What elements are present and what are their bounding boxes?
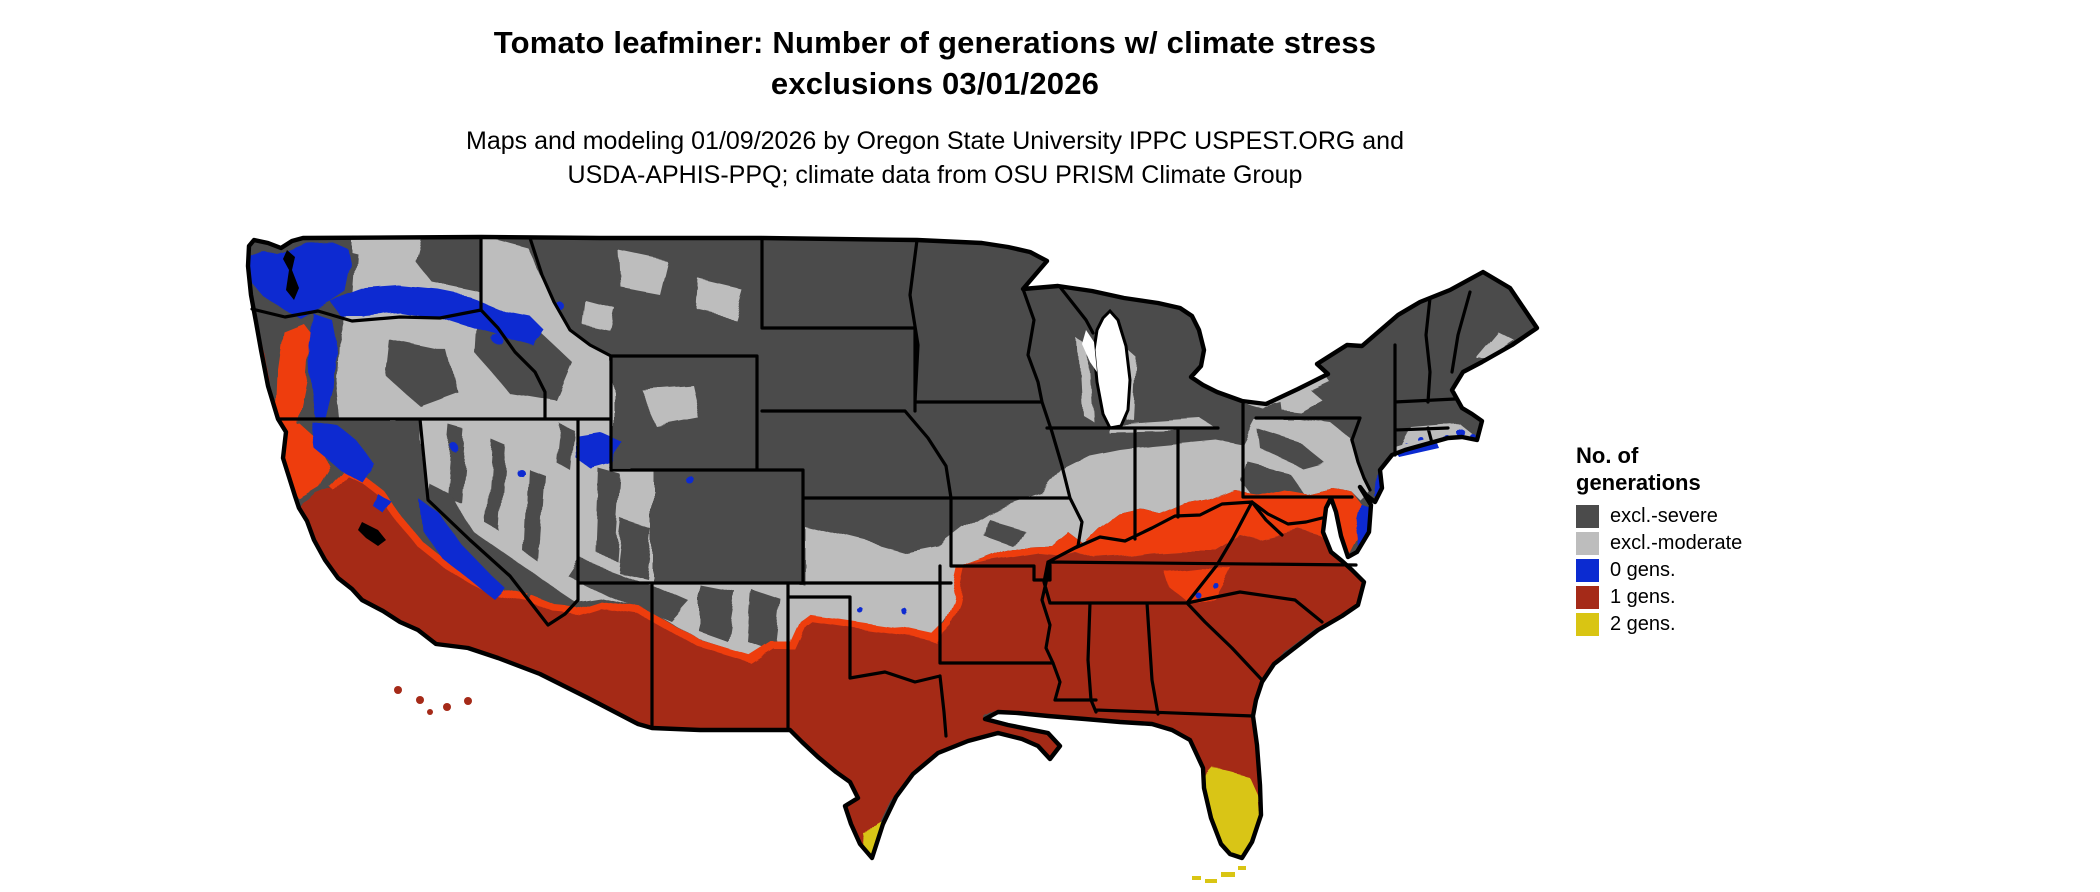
region-0gen-speck [516,468,524,476]
region-moderate-main-band [336,237,1370,656]
legend-swatch-excl-severe [1576,505,1599,528]
legend-swatch-0-gens [1576,559,1599,582]
water-and-islands [283,250,1440,883]
legend-swatch-2-gens [1576,613,1599,636]
region-0gen-nca [312,422,372,480]
region-1gen-main [299,468,1364,858]
region-transition-east-band [963,486,1362,568]
region-overlays-rough [250,237,1516,858]
region-severe-patch [386,340,458,406]
region-severe-patch [568,558,690,622]
region-transition-sw-ring [531,568,967,663]
map-subtitle-line1: Maps and modeling 01/09/2026 by Oregon S… [466,127,1404,155]
region-0gen-speck [902,609,908,615]
florida-keys [1192,866,1246,883]
key-island [1192,876,1201,880]
island [464,697,472,705]
map-subtitle-line2: USDA-APHIS-PPQ; climate data from OSU PR… [567,161,1303,189]
legend-swatch-1-gens [1576,586,1599,609]
region-severe-patch [597,470,622,560]
legend-label-excl-severe: excl.-severe [1610,505,1718,527]
legend-label-1-gens: 1 gens. [1610,586,1676,608]
legend-label-2-gens: 2 gens. [1610,613,1676,635]
region-moderate-patch [698,280,742,318]
regions-transition-band [274,322,1362,663]
region-severe-patch [556,424,574,470]
region-0gen-speck [1213,583,1219,589]
island [416,696,424,704]
region-0gen-speck [495,337,505,347]
region-0gen-nca2 [372,492,392,514]
map-title-line1: Tomato leafminer: Number of generations … [493,25,1377,60]
region-severe-patch [446,428,466,502]
region-0gen-speck [451,444,459,452]
state-borders [245,234,1540,861]
legend-title-line2: generations [1576,470,1701,495]
region-severe-patch [984,518,1022,546]
long-island-south-shore [1396,443,1439,457]
region-severe-patch [1258,430,1322,466]
coastline [245,234,1540,861]
legend-title-line1: No. of [1576,443,1639,468]
green-bay [1082,330,1097,372]
state-border-lines [250,235,1472,738]
legend-item-2-gens: 2 gens. [1576,613,1742,636]
key-island [1221,872,1235,877]
region-moderate-patch [620,252,668,295]
region-moderate-patch [582,300,615,330]
region-severe-patch [700,585,736,642]
legend-title: No. of generations [1576,442,1742,496]
legend-swatch-excl-moderate [1576,532,1599,555]
region-severe-patch [748,590,782,652]
region-0gen-sierra [420,500,506,600]
region-severe-patch [616,520,652,577]
region-0gen-delmarva-shore [1356,505,1371,549]
island [443,703,451,711]
channel-islands [394,686,472,715]
region-moderate-patch [1078,340,1092,420]
region-severe-patch [414,237,481,292]
map-subtitle: Maps and modeling 01/09/2026 by Oregon S… [0,124,1870,192]
region-0gen-or-cascades [308,312,336,419]
puget-sound [283,250,299,300]
region-moderate-patch [640,384,700,428]
region-0gen-speck [854,604,860,610]
region-0gen-speck [686,476,694,484]
legend-items: excl.-severe excl.-moderate 0 gens. 1 ge… [1576,505,1742,636]
legend-label-0-gens: 0 gens. [1610,559,1676,581]
map-title: Tomato leafminer: Number of generations … [0,22,1870,104]
key-island [1205,879,1217,883]
island [427,709,433,715]
region-overlays [250,237,1516,858]
island [394,686,402,694]
region-0gen-puget [250,240,350,318]
map-legend: No. of generations excl.-severe excl.-mo… [1576,442,1742,640]
legend-item-1-gens: 1 gens. [1576,586,1742,609]
regions-2-generations [862,768,1258,858]
region-severe-patch [424,482,510,602]
key-island [1238,866,1246,870]
regions-excl-severe-patches [294,237,1322,652]
region-transition-smokies [1165,568,1233,601]
map-title-line2: exclusions 03/01/2026 [770,66,1100,101]
region-2gen-south-florida [1203,768,1258,858]
region-moderate-patch [1280,390,1322,412]
legend-item-excl-moderate: excl.-moderate [1576,532,1742,555]
region-moderate-patch [1478,334,1516,360]
region-severe-patch [486,440,506,532]
sf-bay-delta [358,522,386,546]
regions-excl-moderate [336,237,1516,656]
legend-item-0-gens: 0 gens. [1576,559,1742,582]
legend-item-excl-severe: excl.-severe [1576,505,1742,528]
legend-label-excl-moderate: excl.-moderate [1610,532,1743,554]
region-severe-patch [524,468,544,562]
